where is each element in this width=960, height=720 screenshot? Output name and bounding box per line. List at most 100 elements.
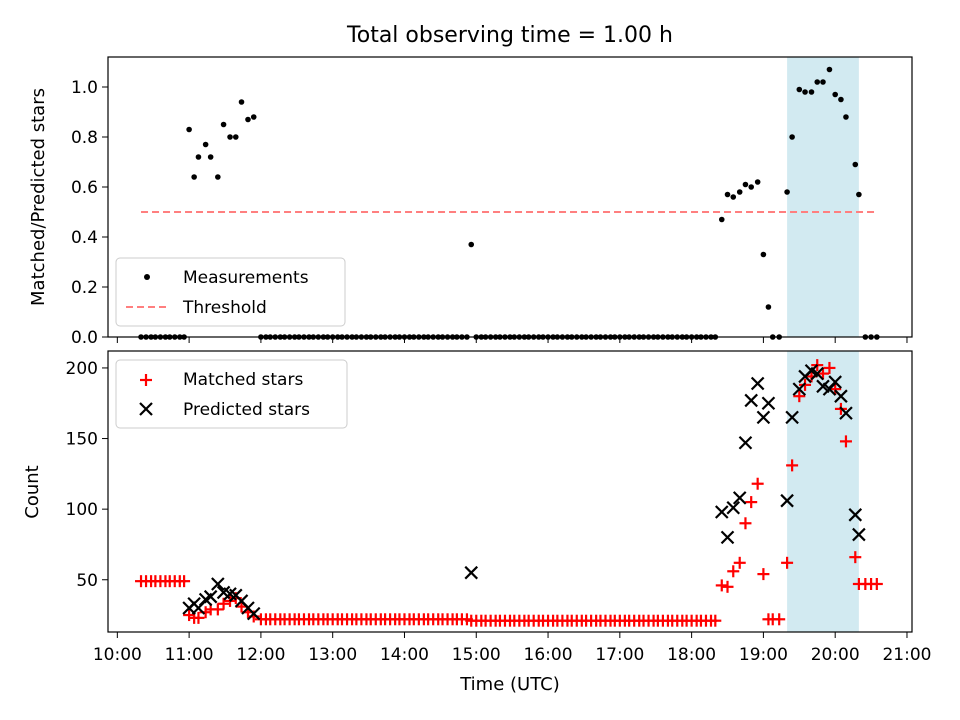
predicted-point <box>464 565 479 580</box>
matched-point <box>773 613 786 626</box>
bottom-x-tick-label: 18:00 <box>667 645 716 665</box>
bottom-x-axis-label: Time (UTC) <box>459 674 560 695</box>
measurement-point <box>195 154 202 160</box>
predicted-point <box>852 527 866 542</box>
matched-point <box>757 568 770 581</box>
measurement-point <box>736 189 743 195</box>
measurement-point <box>838 96 844 103</box>
predicted-point <box>756 410 771 425</box>
matched-point <box>745 496 758 509</box>
matched-point <box>786 459 799 472</box>
measurement-point <box>215 174 221 180</box>
bottom-x-tick-label: 11:00 <box>165 645 214 665</box>
legend-predicted-marker <box>139 402 153 416</box>
measurement-point <box>843 114 849 120</box>
measurement-point <box>191 174 197 180</box>
matched-point <box>217 597 230 610</box>
bottom-plot-frame <box>107 350 913 633</box>
measurement-point <box>186 126 192 133</box>
predicted-point <box>744 393 758 408</box>
measurement-point <box>232 134 239 140</box>
matched-point <box>849 551 862 564</box>
top-y-tick-label: 0.2 <box>71 278 98 298</box>
predicted-point <box>848 508 863 522</box>
measurement-point <box>245 116 251 123</box>
predicted-point <box>839 406 853 420</box>
bottom-x-tick-label: 14:00 <box>380 645 429 665</box>
bottom-legend: Matched stars Predicted stars <box>115 359 348 429</box>
measurement-point <box>250 114 257 120</box>
predicted-point <box>203 589 218 604</box>
measurement-point <box>207 154 214 160</box>
matched-point <box>721 580 734 593</box>
top-plot-frame <box>107 56 913 338</box>
measurement-point <box>742 181 749 188</box>
measurement-point <box>730 194 737 200</box>
predicted-point <box>792 382 807 396</box>
measurement-point <box>754 179 761 185</box>
bottom-x-tick-label: 16:00 <box>524 645 573 665</box>
bottom-legend-box <box>115 359 348 429</box>
predicted-point <box>714 505 729 519</box>
legend-measurements-marker <box>144 274 150 280</box>
bottom-x-tick-label: 20:00 <box>811 645 860 665</box>
legend-predicted-label: Predicted stars <box>183 400 310 420</box>
bottom-highlight-span <box>787 351 859 632</box>
top-y-tick-label: 0.4 <box>71 228 98 248</box>
matched-point <box>870 577 883 590</box>
measurement-point <box>784 189 790 195</box>
predicted-point <box>780 493 794 508</box>
top-legend-box <box>115 257 346 327</box>
matched-point <box>733 556 746 569</box>
predicted-point <box>732 491 747 505</box>
matched-point <box>751 477 764 490</box>
predicted-point <box>750 376 765 391</box>
matched-point <box>823 361 836 374</box>
top-highlight-span <box>787 57 859 337</box>
bottom-panel: 50 100 150 200 10:00 11:00 12:00 13:00 14:00 15:… <box>22 350 931 695</box>
bottom-x-tick-label: 10:00 <box>93 645 142 665</box>
measurement-point <box>238 99 245 105</box>
matched-point <box>739 517 752 530</box>
bottom-matched-group <box>135 359 883 627</box>
measurement-point <box>852 161 859 168</box>
bottom-x-tick-label: 13:00 <box>308 645 357 665</box>
measurement-point <box>796 86 803 93</box>
measurement-point <box>227 134 233 140</box>
bottom-predicted-group <box>182 363 866 621</box>
measurement-point <box>789 134 795 140</box>
bottom-y-tick-label: 200 <box>66 359 98 379</box>
top-x-ticks <box>116 337 908 343</box>
measurement-point <box>202 141 209 148</box>
legend-matched-label: Matched stars <box>183 370 303 390</box>
legend-threshold-label: Threshold <box>182 298 267 318</box>
top-y-tick-label: 0.0 <box>71 328 98 348</box>
bottom-x-tick-label: 17:00 <box>595 645 644 665</box>
matched-point <box>781 556 794 569</box>
bottom-x-axis: 10:00 11:00 12:00 13:00 14:00 15:00 16:00 17:00… <box>93 632 931 665</box>
matched-point <box>178 575 191 588</box>
predicted-point <box>726 500 741 515</box>
predicted-point <box>810 366 825 381</box>
measurement-point <box>814 79 821 85</box>
matched-point <box>816 367 829 380</box>
matched-point <box>211 603 224 616</box>
matched-point <box>715 579 728 592</box>
matched-point <box>829 383 842 396</box>
measurement-point <box>468 241 475 248</box>
measurement-point <box>220 121 227 128</box>
predicted-point <box>761 396 776 411</box>
bottom-y-axis: 50 100 150 200 <box>66 359 108 591</box>
matched-point <box>839 435 852 448</box>
measurement-point <box>826 66 833 73</box>
measurement-point <box>765 304 772 310</box>
predicted-point <box>246 606 261 621</box>
matched-point <box>192 611 205 624</box>
measurement-point <box>748 184 754 190</box>
measurement-point <box>718 216 725 223</box>
bottom-x-tick-label: 19:00 <box>739 645 788 665</box>
top-y-tick-label: 1.0 <box>71 78 98 98</box>
figure-title: Total observing time = 1.00 h <box>346 23 673 48</box>
measurement-point <box>856 191 862 198</box>
